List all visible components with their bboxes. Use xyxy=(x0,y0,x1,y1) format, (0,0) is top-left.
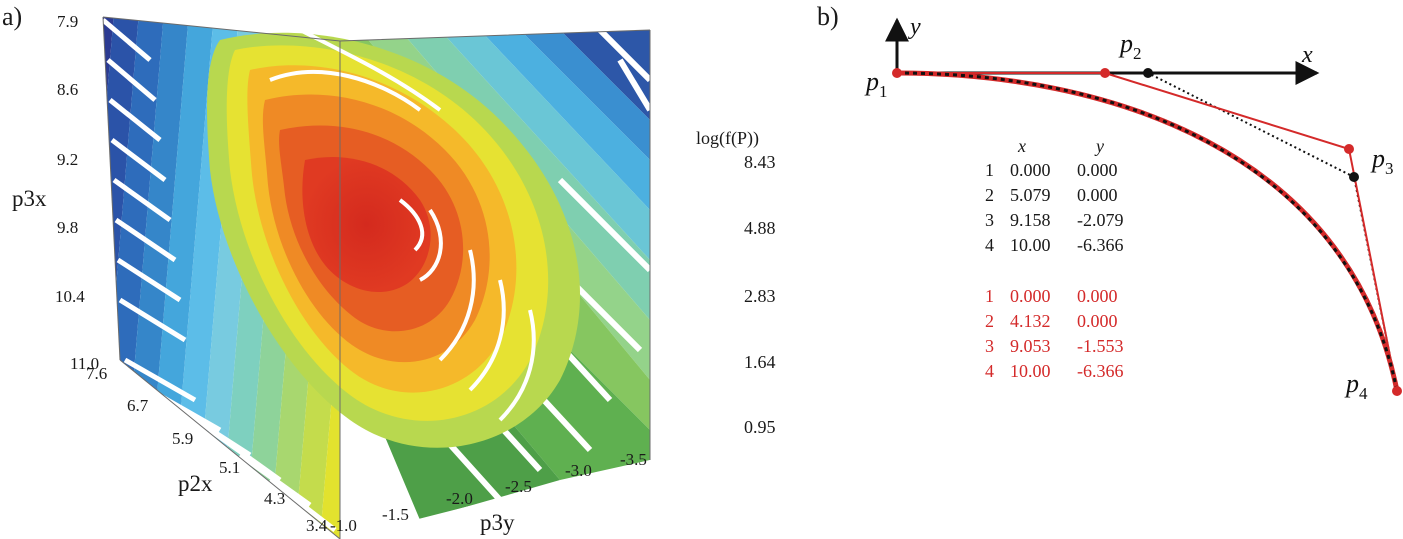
panel-a-label: a) xyxy=(2,2,23,31)
colorbar-tick: 8.43 xyxy=(744,152,776,172)
red-point-p3 xyxy=(1344,144,1354,154)
p2x-axis-label: p2x xyxy=(178,471,213,496)
p3y-tick: -2.0 xyxy=(446,489,473,508)
p1-label: p1 xyxy=(864,67,888,101)
shell-gaps xyxy=(269,28,536,422)
p3y-tick: -2.5 xyxy=(505,477,532,496)
control-point-table: x y 1 0.000 0.000 2 5.079 0.000 3 9.158 … xyxy=(985,136,1124,381)
left-face-slits xyxy=(103,18,337,532)
box-frame xyxy=(102,16,651,539)
p3y-tick: -3.0 xyxy=(565,461,592,480)
red-control-polygon xyxy=(897,72,1398,392)
header-y: y xyxy=(1096,136,1104,156)
black-point-p2 xyxy=(1143,68,1153,78)
colorbar-tick: 2.83 xyxy=(744,286,776,306)
p3-label: p3 xyxy=(1370,144,1394,178)
black-bezier-curve xyxy=(896,71,1399,392)
isosurface-plot xyxy=(102,16,651,539)
black-point-p3 xyxy=(1349,172,1359,182)
p2-label: p2 xyxy=(1118,29,1142,63)
p3x-tick: 8.6 xyxy=(57,80,79,99)
p2x-tick: 6.7 xyxy=(127,396,149,415)
p2x-tick: 3.4 xyxy=(306,516,328,535)
p2x-tick: 4.3 xyxy=(264,489,286,508)
colorbar-title: log(f(P)) xyxy=(696,128,759,148)
point-p4 xyxy=(1392,386,1402,396)
p3y-axis-label: p3y xyxy=(480,510,515,535)
y-axis-label: y xyxy=(908,14,921,40)
p2x-tick: 5.9 xyxy=(172,429,194,448)
p3x-tick: 7.9 xyxy=(57,12,79,31)
point-p1 xyxy=(892,68,902,78)
colorbar-tick: 4.88 xyxy=(744,218,776,238)
colorbar-tick: 1.64 xyxy=(744,352,776,372)
header-x: x xyxy=(1018,136,1026,156)
x-axis-label: x xyxy=(1301,42,1313,68)
p3y-tick: -3.5 xyxy=(620,450,647,469)
isosurface-shells xyxy=(207,32,580,448)
p4-label: p4 xyxy=(1344,369,1368,403)
panel-b-label: b) xyxy=(817,2,839,31)
p2x-tick: 7.6 xyxy=(86,364,108,383)
p3x-axis-label: p3x xyxy=(12,186,47,211)
p3x-tick: 10.4 xyxy=(55,287,85,306)
p3x-tick: 9.2 xyxy=(57,150,79,169)
p3y-tick: -1.0 xyxy=(330,516,357,535)
p3x-tick: 11.0 xyxy=(70,354,100,373)
p3y-tick: -1.5 xyxy=(382,505,409,524)
colorbar-tick: 0.95 xyxy=(744,417,776,437)
p2x-tick: 5.1 xyxy=(219,458,241,477)
p3x-tick: 9.8 xyxy=(57,218,79,237)
red-point-p2 xyxy=(1100,68,1110,78)
bezier-diagram: x y p1 p2 p3 p4 xyxy=(864,14,1402,403)
